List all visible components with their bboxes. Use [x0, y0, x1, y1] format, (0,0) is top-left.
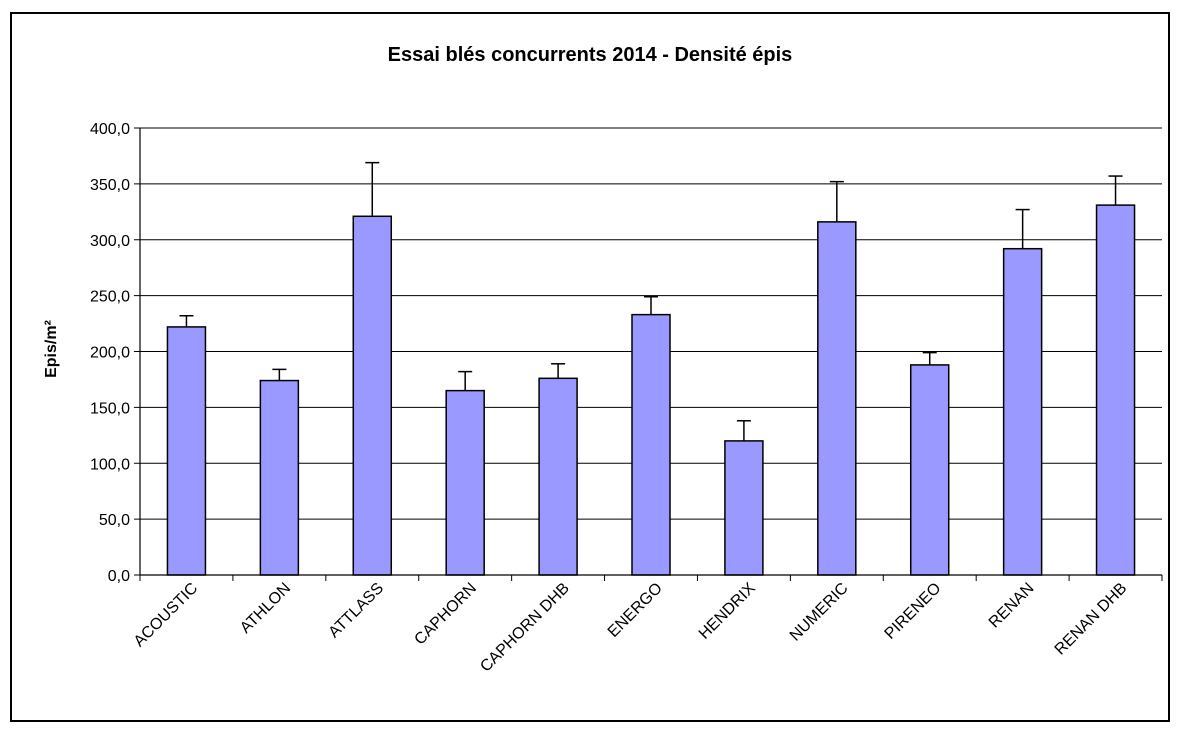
x-tick-label: RENAN DHB — [1052, 580, 1131, 659]
x-tick-label: PIRENEO — [882, 580, 945, 643]
y-tick-label: 350,0 — [90, 177, 130, 194]
y-tick-label: 300,0 — [90, 233, 130, 250]
x-tick-label: NUMERIC — [787, 580, 852, 645]
x-tick-label: HENDRIX — [696, 580, 759, 643]
x-tick-label: ATHLON — [237, 580, 294, 637]
y-tick-labels: 0,0 50,0 100,0 150,0 200,0 250,0 300,0 350,0 400… — [90, 121, 130, 585]
y-tick-label: 400,0 — [90, 121, 130, 138]
bar — [631, 313, 671, 576]
y-tick-label: 150,0 — [90, 400, 130, 417]
bar — [724, 440, 764, 576]
x-tick-label: CAPHORN — [411, 580, 480, 649]
bars — [166, 161, 1136, 576]
x-tick-label: ACOUSTIC — [131, 580, 201, 650]
chart-frame: Essai blés concurrents 2014 - Densité ép… — [10, 12, 1170, 722]
bar — [1095, 204, 1136, 576]
bar — [538, 377, 578, 576]
y-axis-label: Epis/m² — [43, 320, 60, 378]
bar — [166, 326, 207, 576]
x-tick-label: CAPHORN DHB — [477, 580, 573, 676]
chart-title: Essai blés concurrents 2014 - Densité ép… — [388, 44, 793, 66]
y-tick-label: 250,0 — [90, 289, 130, 306]
bar — [352, 215, 393, 576]
x-tick-label: RENAN — [986, 580, 1038, 632]
x-tick-label: ENERGO — [605, 580, 666, 641]
y-tick-label: 200,0 — [90, 345, 130, 362]
bar — [1002, 247, 1043, 576]
y-tick-label: 100,0 — [90, 456, 130, 473]
y-tick-label: 50,0 — [99, 512, 130, 529]
bar — [909, 364, 950, 576]
x-tick-label: ATTLASS — [326, 580, 387, 641]
bar — [817, 221, 857, 576]
bar-chart: Essai blés concurrents 2014 - Densité ép… — [43, 44, 1163, 676]
axes — [134, 127, 1163, 581]
y-tick-label: 0,0 — [108, 568, 130, 585]
bar — [445, 389, 485, 576]
bar — [259, 379, 300, 576]
